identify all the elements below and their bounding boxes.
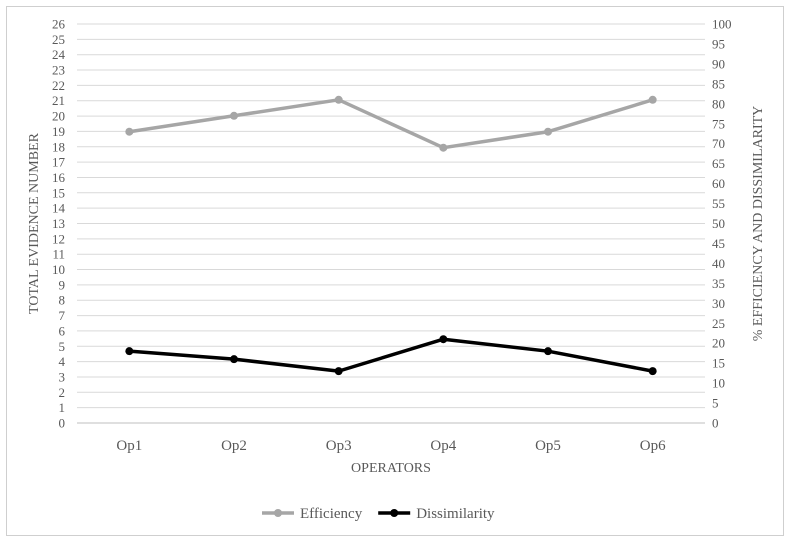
left-tick-label: 15 <box>52 185 65 200</box>
x-tick-label: Op4 <box>430 438 456 454</box>
left-tick-label: 25 <box>52 32 65 47</box>
chart-frame <box>6 6 784 536</box>
right-tick-label: 50 <box>712 216 725 231</box>
x-axis-ticks: Op1 Op2 Op3 Op4 Op5 Op6 <box>116 438 666 454</box>
left-tick-label: 9 <box>59 277 66 292</box>
series-efficiency <box>125 95 657 152</box>
left-tick-label: 12 <box>52 231 65 246</box>
right-tick-label: 15 <box>712 356 725 371</box>
legend-item-dissimilarity: Dissimilarity <box>378 506 495 522</box>
left-tick-label: 26 <box>52 17 66 32</box>
right-tick-label: 95 <box>712 36 725 51</box>
data-point <box>648 95 657 104</box>
x-axis-title: OPERATORS <box>351 461 431 476</box>
right-tick-label: 70 <box>712 136 725 151</box>
data-point <box>439 335 448 344</box>
right-tick-label: 10 <box>712 376 725 391</box>
right-tick-label: 40 <box>712 256 725 271</box>
left-tick-label: 6 <box>59 323 66 338</box>
right-tick-label: 45 <box>712 236 725 251</box>
right-tick-label: 20 <box>712 336 725 351</box>
legend-marker <box>390 509 399 517</box>
left-tick-label: 20 <box>52 109 65 124</box>
right-tick-label: 5 <box>712 396 719 411</box>
series-line <box>129 98 654 150</box>
left-tick-label: 17 <box>52 155 66 170</box>
right-tick-label: 90 <box>712 56 725 71</box>
data-point <box>125 127 134 136</box>
right-tick-label: 60 <box>712 176 725 191</box>
legend-label: Dissimilarity <box>416 506 495 522</box>
x-tick-label: Op6 <box>640 438 666 454</box>
right-tick-label: 25 <box>712 316 725 331</box>
data-point <box>125 347 134 356</box>
data-point <box>334 367 343 376</box>
data-point <box>230 111 238 120</box>
left-tick-label: 2 <box>59 385 66 400</box>
left-tick-label: 23 <box>52 63 65 78</box>
right-tick-label: 65 <box>712 156 725 171</box>
data-point <box>230 355 238 364</box>
left-tick-label: 8 <box>59 293 66 308</box>
data-point <box>544 347 552 356</box>
left-tick-label: 7 <box>59 308 66 323</box>
right-tick-label: 35 <box>712 276 725 291</box>
data-point <box>334 95 343 104</box>
right-tick-label: 55 <box>712 196 725 211</box>
x-tick-label: Op5 <box>535 438 561 454</box>
x-tick-label: Op1 <box>116 438 142 454</box>
legend: Efficiency Dissimilarity <box>262 506 495 522</box>
left-tick-label: 24 <box>52 47 66 62</box>
data-point <box>439 143 448 152</box>
legend-marker <box>274 509 282 517</box>
right-tick-label: 30 <box>712 296 725 311</box>
legend-item-efficiency: Efficiency <box>262 506 363 522</box>
left-tick-label: 5 <box>59 339 66 354</box>
left-tick-label: 16 <box>52 170 66 185</box>
right-tick-label: 0 <box>712 416 719 431</box>
left-axis-ticks: 0123456789101112131415161718192021222324… <box>52 17 66 431</box>
left-tick-label: 19 <box>52 124 65 139</box>
left-tick-label: 14 <box>52 201 66 216</box>
left-tick-label: 21 <box>52 93 65 108</box>
data-point <box>544 127 552 136</box>
right-tick-label: 75 <box>712 116 725 131</box>
left-tick-label: 13 <box>52 216 65 231</box>
series-line <box>129 337 653 373</box>
left-tick-label: 0 <box>59 416 66 431</box>
gridlines <box>77 23 705 424</box>
data-point <box>648 367 657 376</box>
left-axis-title: TOTAL EVIDENCE NUMBER <box>27 132 42 314</box>
series-dissimilarity <box>125 335 657 376</box>
right-tick-label: 100 <box>712 17 732 32</box>
left-tick-label: 22 <box>52 78 65 93</box>
left-tick-label: 10 <box>52 262 65 277</box>
left-tick-label: 11 <box>52 247 65 262</box>
left-tick-label: 1 <box>59 400 66 415</box>
left-tick-label: 3 <box>59 369 66 384</box>
right-axis-title: % EFFICIENCY AND DISSIMILARITY <box>751 106 766 342</box>
x-tick-label: Op2 <box>221 438 247 454</box>
left-tick-label: 18 <box>52 139 65 154</box>
right-tick-label: 80 <box>712 96 725 111</box>
series-layer <box>125 95 657 376</box>
legend-label: Efficiency <box>300 506 363 522</box>
right-axis-ticks: 0 5 10 15 20 25 30 35 40 45 50 55 60 65 70 75 80 85 90 95 10… <box>712 17 732 431</box>
right-tick-label: 85 <box>712 76 725 91</box>
x-tick-label: Op3 <box>326 438 352 454</box>
left-tick-label: 4 <box>59 354 66 369</box>
